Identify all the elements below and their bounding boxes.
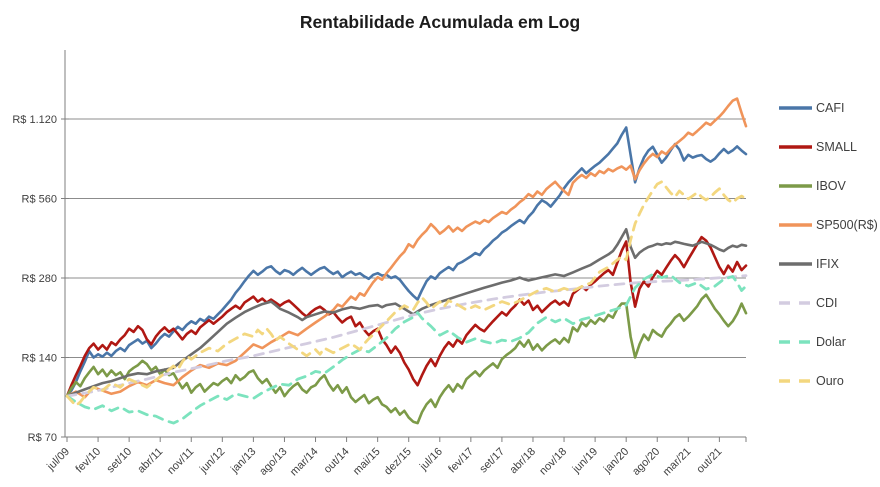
legend-label-cdi: CDI xyxy=(816,296,838,310)
legend-label-dolar: Dolar xyxy=(816,335,846,349)
series-line-ouro xyxy=(65,180,748,408)
series-line-dolar xyxy=(65,272,748,425)
y-tick-label: R$ 70 xyxy=(28,432,57,444)
x-tick-label: mar/21 xyxy=(661,446,694,479)
x-tick-label: fev/17 xyxy=(446,446,476,476)
y-tick-label: R$ 280 xyxy=(22,273,57,285)
legend-label-sp500-r-: SP500(R$) xyxy=(816,218,878,232)
x-tick-label: out/21 xyxy=(694,446,724,476)
x-tick-label: fev/10 xyxy=(74,446,104,476)
legend-label-ifix: IFIX xyxy=(816,257,840,271)
legend-label-ibov: IBOV xyxy=(816,179,847,193)
series-line-cdi xyxy=(65,274,748,398)
series-line-sp500-r- xyxy=(65,97,748,399)
legend-label-cafi: CAFI xyxy=(816,101,844,115)
x-tick-label: dez/15 xyxy=(382,446,414,478)
series-line-cafi xyxy=(65,126,748,398)
x-tick-label: ago/13 xyxy=(257,446,289,478)
legend-label-small: SMALL xyxy=(816,140,857,154)
x-tick-label: jun/12 xyxy=(197,446,227,476)
x-tick-label: abr/11 xyxy=(135,446,165,476)
x-tick-label: mai/15 xyxy=(351,446,383,478)
x-tick-label: set/17 xyxy=(477,446,507,476)
series-line-small xyxy=(65,235,748,398)
x-tick-label: jan/20 xyxy=(601,446,631,476)
y-tick-label: R$ 1.120 xyxy=(12,114,57,126)
x-tick-label: out/14 xyxy=(322,446,352,476)
x-tick-label: jan/13 xyxy=(228,446,258,476)
series-line-ifix xyxy=(65,228,748,398)
x-tick-label: jul/16 xyxy=(417,446,445,474)
x-tick-label: mar/14 xyxy=(288,446,321,479)
x-tick-label: nov/18 xyxy=(537,446,569,478)
chart-title: Rentabilidade Acumulada em Log xyxy=(300,12,580,32)
legend-label-ouro: Ouro xyxy=(816,374,844,388)
x-tick-label: abr/18 xyxy=(508,446,539,477)
x-tick-label: nov/11 xyxy=(165,446,196,477)
y-tick-label: R$ 560 xyxy=(22,194,57,206)
y-tick-label: R$ 140 xyxy=(22,353,57,365)
x-tick-label: ago/20 xyxy=(630,446,662,478)
series-line-ibov xyxy=(65,293,748,425)
x-tick-label: jun/19 xyxy=(570,446,600,476)
x-tick-label: jul/09 xyxy=(44,446,72,474)
x-tick-label: set/10 xyxy=(105,446,135,476)
